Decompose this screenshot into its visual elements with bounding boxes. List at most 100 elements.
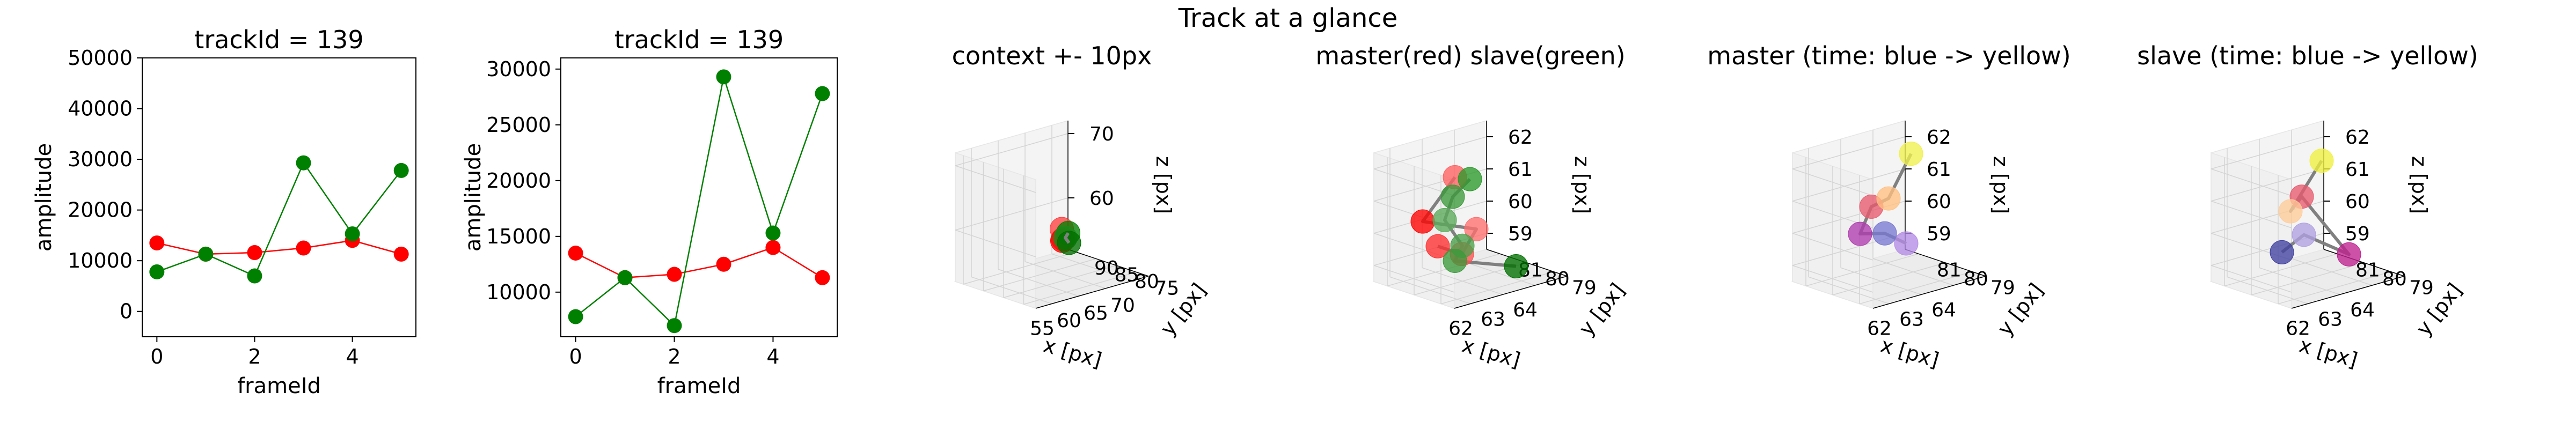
- grid-line: [963, 252, 1077, 285]
- scatter-point: [1458, 167, 1482, 191]
- z-tick-label: 60: [2345, 191, 2370, 213]
- x-tick-label: 64: [1931, 299, 1956, 321]
- x-tick-label: 60: [1057, 310, 1081, 332]
- z-tick-label: 59: [1508, 223, 1533, 245]
- series-point: [247, 268, 262, 284]
- y-tick-label: 80: [1135, 271, 1159, 293]
- grid-line: [983, 258, 1096, 292]
- grid-line: [1792, 136, 1906, 169]
- line-panel-1: trackId = 139 0 2 4 0 10000 20000 30000 40000 500…: [32, 25, 416, 398]
- scatter-point: [2337, 242, 2361, 267]
- z-tick-label: 59: [2345, 223, 2370, 245]
- x-tick-label: 70: [1110, 295, 1135, 317]
- y-tick-label: 0: [120, 300, 133, 323]
- series-point: [765, 240, 781, 255]
- z-tick-label: 62: [1927, 127, 1951, 149]
- x-tick-label: 2: [248, 345, 261, 368]
- x-tick-label: 62: [2286, 317, 2310, 339]
- scatter-point: [1425, 234, 1450, 258]
- grid-line: [1805, 253, 1919, 287]
- grid-line: [1387, 253, 1501, 287]
- grid-line: [955, 133, 1069, 166]
- 3d-panel-3: master (time: blue -> yellow)62636479808…: [1707, 41, 2070, 372]
- y-tick-label: 10000: [486, 280, 551, 304]
- y-tick-label: 81: [1937, 259, 1962, 281]
- grid-line: [1373, 136, 1487, 169]
- x-tick-label: 0: [569, 345, 582, 368]
- panel-title: trackId = 139: [194, 25, 363, 54]
- series-line-2: [575, 76, 823, 327]
- scatter-point: [1464, 217, 1489, 241]
- grid-line: [998, 269, 1079, 297]
- x-axis-label: frameId: [657, 374, 741, 398]
- scatter-point: [1410, 209, 1435, 234]
- series-point: [765, 225, 781, 241]
- x-tick-label: 62: [1867, 317, 1892, 339]
- y-tick-label: 79: [1990, 277, 2015, 299]
- series-point: [568, 309, 583, 324]
- series-point: [716, 256, 731, 272]
- grid-line: [1792, 168, 1906, 202]
- grid-line: [1792, 265, 1874, 293]
- series-point: [296, 155, 311, 171]
- series-point: [393, 162, 409, 178]
- grid-line: [2211, 201, 2292, 228]
- x-tick-label: 0: [150, 345, 163, 368]
- y-tick-label: 15000: [486, 225, 551, 248]
- z-tick-label: 60: [1927, 191, 1951, 213]
- z-tick-label: 62: [2345, 127, 2370, 149]
- z-tick-label: 60: [1508, 191, 1533, 213]
- panel-title: master(red) slave(green): [1315, 41, 1625, 70]
- z-axis-label: z [px]: [1570, 156, 1594, 214]
- scatter-point: [1872, 221, 1897, 246]
- series-point: [716, 69, 731, 85]
- series-line-1: [157, 240, 402, 255]
- x-axis-label: frameId: [237, 374, 321, 398]
- grid-line: [2211, 136, 2324, 169]
- y-axis-label: amplitude: [32, 143, 56, 252]
- grid-line: [2211, 265, 2292, 293]
- z-tick-label: 60: [1089, 188, 1114, 210]
- grid-line: [1373, 265, 1455, 293]
- x-tick-label: 4: [346, 345, 359, 368]
- scatter-point: [1899, 142, 1923, 166]
- line-panel-2: trackId = 139 0 2 4 10000 15000 20000 25000 3000…: [461, 25, 838, 398]
- series-point: [667, 267, 682, 282]
- grid-line: [1373, 168, 1455, 196]
- y-tick-label: 75: [1155, 278, 1180, 300]
- y-tick-label: 40000: [68, 97, 133, 121]
- 3d-panel-2: master(red) slave(green)6263647980815960…: [1315, 41, 1629, 372]
- z-tick-label: 70: [1089, 123, 1114, 145]
- grid-line: [971, 276, 1052, 305]
- scatter-point: [2278, 199, 2303, 224]
- axis-line: [1067, 249, 1149, 277]
- y-tick-label: 81: [2355, 259, 2380, 281]
- scatter-point: [1848, 221, 1872, 246]
- series-point: [149, 264, 165, 279]
- scatter-point: [1876, 186, 1901, 211]
- x-tick-label: 65: [1084, 302, 1108, 324]
- x-axis-label: x [px]: [2296, 333, 2360, 372]
- grid-line: [1792, 233, 1874, 261]
- series-point: [815, 86, 830, 101]
- scatter-point: [2292, 223, 2316, 247]
- scatter-point: [2270, 240, 2294, 264]
- axis-line: [2291, 276, 2405, 309]
- grid-line: [1832, 262, 1946, 295]
- z-axis-label: z [px]: [2407, 156, 2431, 214]
- grid-line: [1023, 271, 1137, 305]
- series-point: [149, 235, 165, 251]
- y-axis-label: amplitude: [461, 143, 486, 252]
- z-axis-label: z [px]: [1152, 156, 1175, 214]
- z-tick-label: 59: [1927, 223, 1951, 245]
- z-tick-label: 61: [1927, 159, 1951, 181]
- scatter-point: [1432, 208, 1457, 232]
- grid-line: [2224, 253, 2338, 287]
- x-tick-label: 55: [1030, 317, 1055, 339]
- grid-line: [1003, 265, 1117, 298]
- series-line-2: [156, 161, 402, 277]
- z-axis-label: z [px]: [1989, 156, 2012, 214]
- panel-title: master (time: blue -> yellow): [1707, 41, 2070, 70]
- series-point: [667, 318, 682, 334]
